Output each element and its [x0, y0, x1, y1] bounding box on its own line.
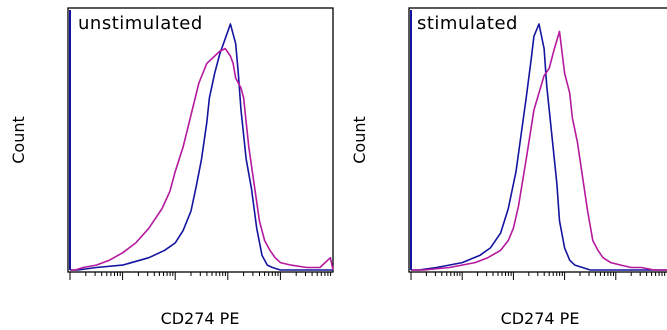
panel-stimulated: stimulated Count CD274 PE	[350, 7, 667, 328]
histogram-series-1	[411, 23, 667, 271]
histogram-series-1	[70, 23, 333, 271]
x-axis-title-right: CD274 PE	[501, 309, 580, 328]
x-axis-ticks-right	[410, 272, 666, 280]
series-group-left	[69, 10, 334, 271]
x-axis-ticks-left	[69, 272, 332, 280]
plot-frame-left	[67, 7, 334, 273]
panel-label-left: unstimulated	[78, 13, 203, 34]
panel-label-right: stimulated	[417, 13, 518, 34]
y-axis-title-left: Count	[9, 116, 28, 164]
y-axis-title-right: Count	[350, 116, 369, 164]
x-axis-title-left: CD274 PE	[161, 309, 240, 328]
histogram-series-2	[411, 30, 667, 271]
histogram-series-2	[70, 47, 334, 271]
plot-frame-right	[408, 7, 667, 273]
series-group-right	[410, 10, 667, 271]
panel-unstimulated: unstimulated Count CD274 PE	[9, 7, 334, 328]
